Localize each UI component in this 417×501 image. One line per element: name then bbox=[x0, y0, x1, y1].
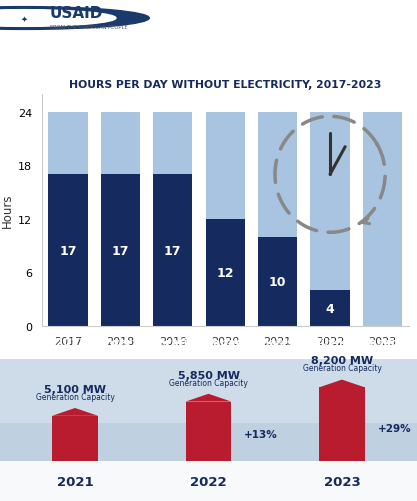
Text: 17: 17 bbox=[112, 244, 129, 257]
Text: 17: 17 bbox=[59, 244, 77, 257]
Text: +13%: +13% bbox=[244, 429, 278, 439]
Bar bbox=[186, 402, 231, 461]
Bar bbox=[48, 175, 88, 326]
Text: 10: 10 bbox=[269, 276, 286, 288]
Bar bbox=[48, 113, 88, 326]
Text: 17: 17 bbox=[164, 244, 181, 257]
Title: HOURS PER DAY WITHOUT ELECTRICITY, 2017-2023: HOURS PER DAY WITHOUT ELECTRICITY, 2017-… bbox=[69, 80, 382, 90]
Text: 12: 12 bbox=[216, 267, 234, 280]
Text: Since 2021, power generation capacity has steadily increased: Since 2021, power generation capacity ha… bbox=[19, 338, 398, 348]
Bar bbox=[206, 113, 245, 326]
Text: +29%: +29% bbox=[377, 423, 411, 433]
Text: ✦: ✦ bbox=[21, 15, 28, 24]
Polygon shape bbox=[319, 380, 365, 388]
Text: 2023: 2023 bbox=[324, 474, 360, 487]
Bar bbox=[0, 359, 417, 423]
Bar bbox=[310, 113, 350, 326]
Y-axis label: Hours: Hours bbox=[0, 193, 14, 228]
Text: 5,850 MW: 5,850 MW bbox=[178, 370, 239, 380]
Circle shape bbox=[0, 8, 149, 31]
Text: USAID: USAID bbox=[50, 6, 103, 21]
Bar bbox=[363, 113, 402, 326]
Circle shape bbox=[0, 11, 116, 28]
Bar bbox=[319, 388, 365, 461]
Text: Generation Capacity: Generation Capacity bbox=[35, 392, 115, 401]
Text: 2022: 2022 bbox=[190, 474, 227, 487]
Bar bbox=[206, 219, 245, 326]
Bar bbox=[100, 175, 140, 326]
Bar bbox=[153, 175, 192, 326]
Bar bbox=[100, 113, 140, 326]
Bar bbox=[310, 291, 350, 326]
Text: FROM THE AMERICAN PEOPLE: FROM THE AMERICAN PEOPLE bbox=[50, 25, 128, 30]
Text: Generation Capacity: Generation Capacity bbox=[169, 378, 248, 387]
Text: Generation Capacity: Generation Capacity bbox=[302, 364, 382, 373]
Text: Since 2017, the number of hours per day without electricity
has steadily decline: Since 2017, the number of hours per day … bbox=[25, 53, 392, 77]
Bar bbox=[258, 237, 297, 326]
Text: 4: 4 bbox=[326, 302, 334, 315]
Bar bbox=[258, 113, 297, 326]
Polygon shape bbox=[52, 408, 98, 416]
Bar bbox=[52, 416, 98, 461]
Bar bbox=[153, 113, 192, 326]
Text: 8,200 MW: 8,200 MW bbox=[311, 356, 373, 366]
Bar bbox=[0, 461, 417, 501]
Text: 5,100 MW: 5,100 MW bbox=[44, 384, 106, 394]
Text: 2021: 2021 bbox=[57, 474, 93, 487]
Polygon shape bbox=[186, 394, 231, 402]
